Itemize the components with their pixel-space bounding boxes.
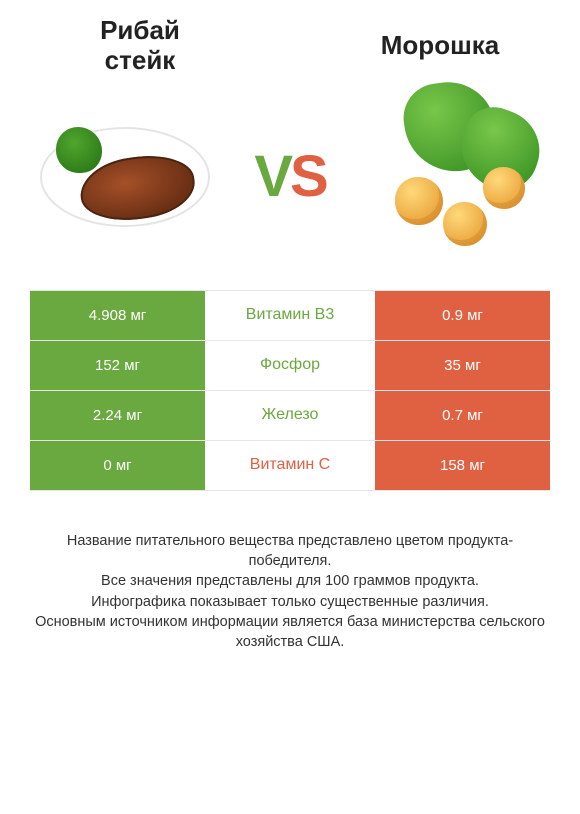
- header: Рибайстейк Морошка: [0, 0, 580, 76]
- table-row: 2.24 мгЖелезо0.7 мг: [30, 391, 550, 441]
- footer-notes: Название питательного вещества представл…: [30, 531, 550, 653]
- nutrient-label: Витамин B3: [205, 291, 375, 340]
- berry-icon: [443, 202, 487, 246]
- cloudberry-icon: [365, 82, 545, 272]
- footer-line: Основным источником информации является …: [30, 612, 550, 653]
- table-row: 4.908 мгВитамин B30.9 мг: [30, 291, 550, 341]
- left-product-image: [30, 82, 220, 272]
- right-value-cell: 0.9 мг: [375, 291, 550, 340]
- nutrient-label: Витамин C: [205, 441, 375, 490]
- right-value-cell: 0.7 мг: [375, 391, 550, 440]
- nutrient-label: Фосфор: [205, 341, 375, 390]
- comparison-table: 4.908 мгВитамин B30.9 мг152 мгФосфор35 м…: [30, 290, 550, 491]
- table-row: 0 мгВитамин C158 мг: [30, 441, 550, 491]
- berry-icon: [483, 167, 525, 209]
- left-value-cell: 152 мг: [30, 341, 205, 390]
- right-product-title: Морошка: [340, 31, 540, 61]
- left-value-cell: 4.908 мг: [30, 291, 205, 340]
- berry-icon: [395, 177, 443, 225]
- plate-icon: [40, 127, 210, 227]
- footer-line: Все значения представлены для 100 граммо…: [30, 571, 550, 591]
- left-value-cell: 2.24 мг: [30, 391, 205, 440]
- footer-line: Название питательного вещества представл…: [30, 531, 550, 572]
- left-product-title: Рибайстейк: [40, 16, 240, 76]
- footer-line: Инфографика показывает только существенн…: [30, 592, 550, 612]
- left-value-cell: 0 мг: [30, 441, 205, 490]
- right-product-image: [360, 82, 550, 272]
- nutrient-label: Железо: [205, 391, 375, 440]
- table-row: 152 мгФосфор35 мг: [30, 341, 550, 391]
- vs-label: VS: [254, 143, 325, 210]
- vs-letter-s: S: [290, 144, 326, 209]
- right-value-cell: 35 мг: [375, 341, 550, 390]
- vs-letter-v: V: [254, 144, 290, 209]
- broccoli-icon: [56, 127, 102, 173]
- right-value-cell: 158 мг: [375, 441, 550, 490]
- hero-row: VS: [0, 76, 580, 290]
